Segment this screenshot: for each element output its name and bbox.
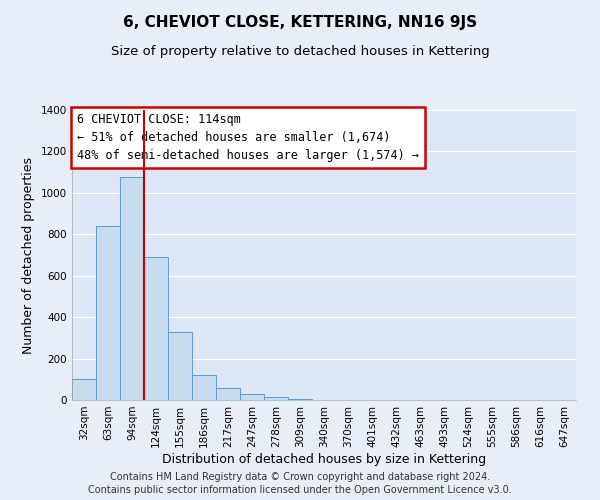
Bar — [240, 394, 264, 400]
Text: Contains HM Land Registry data © Crown copyright and database right 2024.: Contains HM Land Registry data © Crown c… — [110, 472, 490, 482]
Bar — [264, 397, 288, 400]
Bar — [120, 178, 144, 400]
Bar — [288, 398, 312, 400]
Bar — [168, 332, 192, 400]
Bar — [96, 226, 120, 400]
Text: 6, CHEVIOT CLOSE, KETTERING, NN16 9JS: 6, CHEVIOT CLOSE, KETTERING, NN16 9JS — [123, 15, 477, 30]
Y-axis label: Number of detached properties: Number of detached properties — [22, 156, 35, 354]
X-axis label: Distribution of detached houses by size in Kettering: Distribution of detached houses by size … — [162, 452, 486, 466]
Bar — [216, 388, 240, 400]
Bar — [144, 257, 168, 400]
Bar — [72, 380, 96, 400]
Text: Size of property relative to detached houses in Kettering: Size of property relative to detached ho… — [110, 45, 490, 58]
Text: Contains public sector information licensed under the Open Government Licence v3: Contains public sector information licen… — [88, 485, 512, 495]
Text: 6 CHEVIOT CLOSE: 114sqm
← 51% of detached houses are smaller (1,674)
48% of semi: 6 CHEVIOT CLOSE: 114sqm ← 51% of detache… — [77, 113, 419, 162]
Bar — [192, 375, 216, 400]
